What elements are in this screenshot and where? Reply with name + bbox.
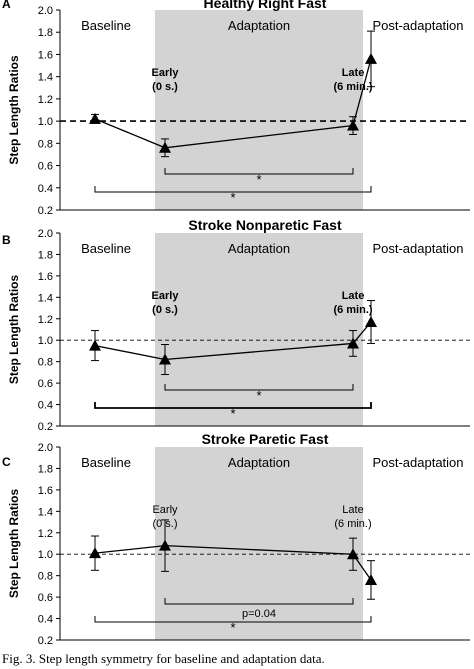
point-label-line: Late [342,67,365,79]
y-tick-label: 1.8 [38,249,53,261]
phase-label-adaptation: Adaptation [228,455,290,470]
y-tick-label: 1.4 [38,292,53,304]
chart-title: Healthy Right Fast [204,0,327,11]
data-point [347,119,359,131]
y-tick-label: 0.8 [38,138,53,150]
phase-label-adaptation: Adaptation [228,18,290,33]
significance-label: * [230,190,235,205]
point-label-line: (6 min.) [334,518,371,530]
significance-bracket [94,402,372,409]
point-label-line: Late [342,290,365,302]
point-label: Late (6 min.) [334,504,371,530]
y-tick-label: 0.4 [38,614,53,626]
panel-letter: C [2,455,11,469]
y-tick-label: 1.6 [38,49,53,61]
y-tick-label: 1.4 [38,506,53,518]
series-line [94,58,372,149]
chart-panel-a: A Healthy Right Fast 0.2 0.4 0.6 0.8 1.0 1.2 1.4… [2,0,470,217]
data-point [159,141,171,153]
data-point [347,337,359,349]
y-tick-label: 0.2 [38,205,53,217]
chart-panel-b: B Stroke Nonparetic Fast 0.2 0.4 0.6 0.8 1.0 1.… [2,217,470,433]
figure-caption: Fig. 3. Step length symmetry for baselin… [2,651,325,666]
y-tick-label: 2.0 [38,5,53,17]
data-point [89,339,101,351]
y-axis-label: Step Length Ratios [7,275,21,385]
phase-label-baseline: Baseline [81,241,131,256]
point-label: Early (0 s.) [152,290,180,316]
y-tick-label: 1.8 [38,27,53,39]
phase-label-baseline: Baseline [81,455,131,470]
y-tick-label: 1.4 [38,72,53,84]
chart-title: Stroke Nonparetic Fast [188,217,342,233]
y-tick-label: 1.6 [38,271,53,283]
y-tick-label: 2.0 [38,442,53,454]
y-tick-label: 0.8 [38,571,53,583]
y-tick-label: 0.6 [38,592,53,604]
y-tick-label: 1.2 [38,314,53,326]
data-point [365,315,377,327]
data-point [89,112,101,124]
chart-title: Stroke Paretic Fast [202,431,329,447]
point-label-line: (6 min.) [333,304,372,316]
y-tick-label: 0.6 [38,161,53,173]
significance-bracket [164,598,354,605]
series-line [94,544,372,581]
point-label-line: Late [342,504,363,516]
y-tick-label: 1.0 [38,116,53,128]
data-point [365,52,377,64]
y-tick-label: 1.8 [38,463,53,475]
y-axis-label: Step Length Ratios [7,489,21,599]
significance-bracket [94,186,372,193]
point-label-line: (6 min.) [333,81,372,93]
point-label-line: (0 s.) [152,304,178,316]
significance-bracket [164,168,354,175]
y-tick-label: 2.0 [38,228,53,240]
y-tick-label: 0.6 [38,378,53,390]
data-point [347,548,359,560]
point-label-line: Early [152,67,180,79]
point-label-line: Early [152,504,178,516]
y-tick-label: 1.2 [38,94,53,106]
y-tick-label: 0.4 [38,400,53,412]
panel-letter: A [2,0,11,11]
data-point [159,539,171,551]
significance-label: * [230,406,235,421]
phase-label-baseline: Baseline [81,18,131,33]
point-label-line: Early [152,290,180,302]
y-tick-label: 0.8 [38,357,53,369]
y-tick-label: 1.0 [38,549,53,561]
significance-label: * [256,388,261,403]
data-point [159,353,171,365]
adaptation-region [155,10,363,210]
phase-label-adaptation: Adaptation [228,241,290,256]
data-point [365,573,377,585]
panel-letter: B [2,233,11,247]
y-tick-label: 0.4 [38,183,53,195]
y-tick-label: 0.2 [38,635,53,647]
y-axis-label: Step Length Ratios [7,55,21,165]
adaptation-region [155,447,363,640]
point-label-line: (0 s.) [152,81,178,93]
chart-panel-c: C Stroke Paretic Fast 0.2 0.4 0.6 0.8 1.0 1.2 1.… [2,431,470,647]
y-tick-label: 0.2 [38,421,53,433]
significance-bracket [94,616,372,623]
point-label: Early (0 s.) [152,67,180,93]
series-line [94,321,372,361]
significance-label: p=0.04 [242,608,276,620]
adaptation-region [155,233,363,426]
phase-label-post-adaptation: Post-adaptation [372,455,463,470]
significance-bracket [164,384,354,391]
point-label: Late (6 min.) [333,290,372,316]
phase-label-post-adaptation: Post-adaptation [372,18,463,33]
significance-label: * [256,172,261,187]
y-tick-label: 1.0 [38,335,53,347]
phase-label-post-adaptation: Post-adaptation [372,241,463,256]
significance-label: * [230,620,235,635]
y-tick-label: 1.2 [38,528,53,540]
data-point [89,547,101,559]
y-tick-label: 1.6 [38,485,53,497]
